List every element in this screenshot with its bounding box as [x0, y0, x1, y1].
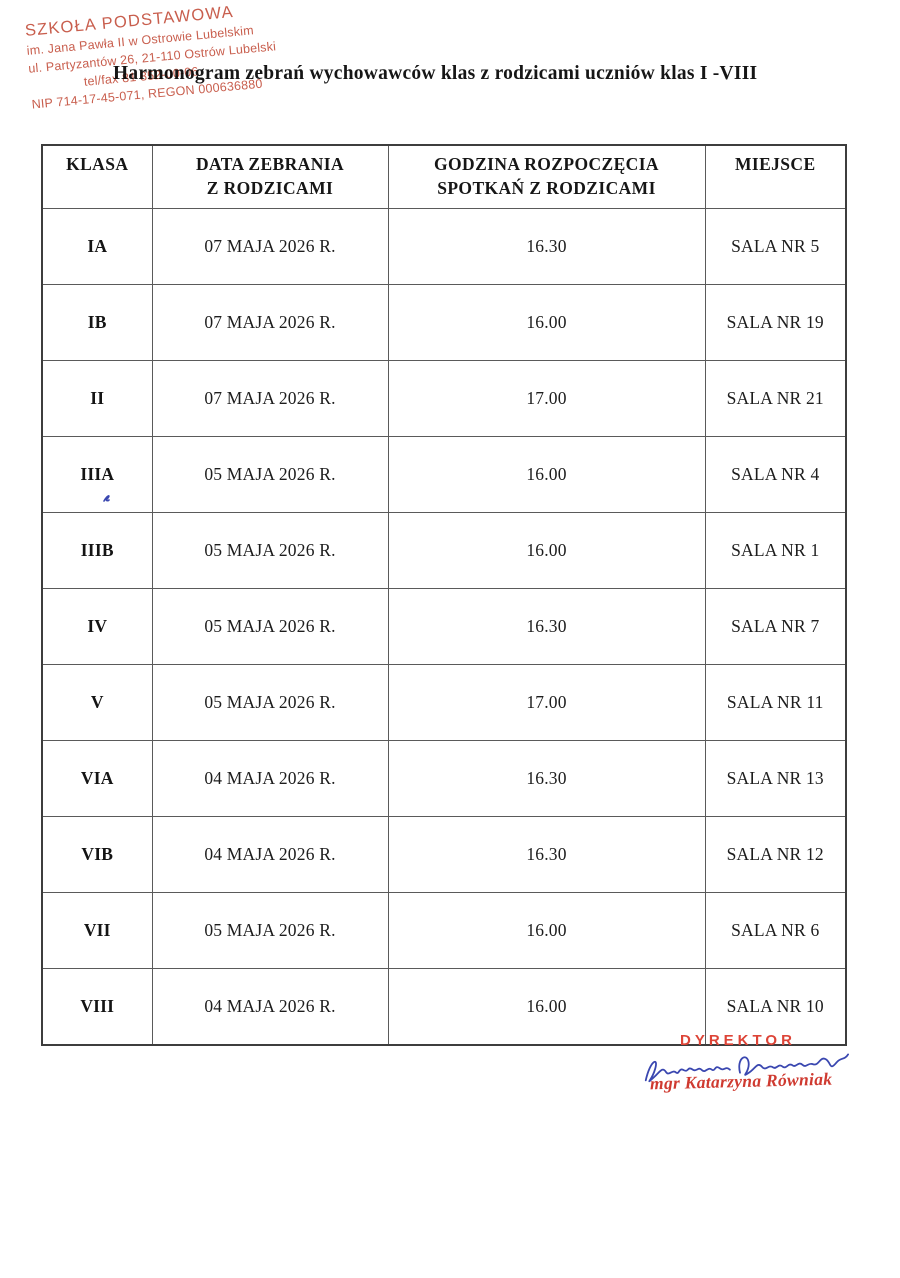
header-klasa: KLASA: [41, 144, 153, 210]
cell-godzina: 16.00: [387, 436, 706, 514]
cell-miejsce: SALA NR 1: [704, 512, 847, 590]
table-row: IA 07 MAJA 2026 R. 16.30 SALA NR 5: [41, 208, 847, 286]
stray-ink-mark-icon: [103, 495, 110, 502]
director-label: DYREKTOR: [680, 1032, 796, 1049]
header-line: DATA ZEBRANIA: [196, 154, 344, 174]
cell-miejsce: SALA NR 4: [704, 436, 847, 514]
cell-klasa: VII: [41, 892, 153, 970]
cell-klasa: V: [41, 664, 153, 742]
cell-godzina: 16.30: [387, 816, 706, 894]
header-line: MIEJSCE: [734, 154, 816, 174]
cell-godzina: 16.00: [387, 512, 706, 590]
cell-klasa: IB: [41, 284, 153, 362]
cell-data-zebrania: 05 MAJA 2026 R.: [151, 664, 389, 742]
table-row: VIII 04 MAJA 2026 R. 16.00 SALA NR 10: [41, 968, 847, 1046]
cell-godzina: 16.00: [387, 968, 706, 1046]
table-row: IB 07 MAJA 2026 R. 16.00 SALA NR 19: [41, 284, 847, 362]
cell-godzina: 16.30: [387, 740, 706, 818]
cell-miejsce: SALA NR 6: [704, 892, 847, 970]
table-row: IIIB 05 MAJA 2026 R. 16.00 SALA NR 1: [41, 512, 847, 590]
cell-miejsce: SALA NR 19: [704, 284, 847, 362]
cell-klasa: IIIA: [41, 436, 153, 514]
table-row: II 07 MAJA 2026 R. 17.00 SALA NR 21: [41, 360, 847, 438]
schedule-table-body: IA 07 MAJA 2026 R. 16.30 SALA NR 5 IB 07 MAJA…: [41, 208, 847, 1046]
cell-klasa: IIIB: [41, 512, 153, 590]
cell-miejsce: SALA NR 12: [704, 816, 847, 894]
header-godzina: GODZINA ROZPOCZĘCIA SPOTKAŃ Z RODZICAMI: [387, 144, 706, 210]
page-title: Harmonogram zebrań wychowawców klas z ro…: [113, 63, 758, 84]
table-row: VII 05 MAJA 2026 R. 16.00 SALA NR 6: [41, 892, 847, 970]
header-miejsce: MIEJSCE: [704, 144, 847, 210]
cell-data-zebrania: 05 MAJA 2026 R.: [151, 588, 389, 666]
table-row: V 05 MAJA 2026 R. 17.00 SALA NR 11: [41, 664, 847, 742]
cell-data-zebrania: 04 MAJA 2026 R.: [151, 740, 389, 818]
cell-godzina: 16.30: [387, 588, 706, 666]
header-line: KLASA: [66, 154, 129, 174]
cell-miejsce: SALA NR 21: [704, 360, 847, 438]
cell-data-zebrania: 05 MAJA 2026 R.: [151, 512, 389, 590]
cell-data-zebrania: 05 MAJA 2026 R.: [151, 436, 389, 514]
cell-data-zebrania: 04 MAJA 2026 R.: [151, 816, 389, 894]
table-row: IIIA 05 MAJA 2026 R. 16.00 SALA NR 4: [41, 436, 847, 514]
cell-godzina: 17.00: [387, 360, 706, 438]
cell-klasa: VIB: [41, 816, 153, 894]
header-data-zebrania: DATA ZEBRANIA Z RODZICAMI: [151, 144, 389, 210]
school-stamp: SZKOŁA PODSTAWOWA im. Jana Pawła II w Os…: [24, 0, 280, 114]
cell-klasa: VIII: [41, 968, 153, 1046]
cell-klasa: VIA: [41, 740, 153, 818]
cell-miejsce: SALA NR 11: [704, 664, 847, 742]
cell-data-zebrania: 07 MAJA 2026 R.: [151, 360, 389, 438]
cell-miejsce: SALA NR 5: [704, 208, 847, 286]
cell-godzina: 16.00: [387, 284, 706, 362]
cell-klasa: IV: [41, 588, 153, 666]
header-line: Z RODZICAMI: [206, 177, 334, 198]
table-header-row: KLASA DATA ZEBRANIA Z RODZICAMI GODZINA R…: [41, 144, 847, 210]
cell-klasa: IA: [41, 208, 153, 286]
header-line: GODZINA ROZPOCZĘCIA: [434, 154, 659, 174]
table-row: IV 05 MAJA 2026 R. 16.30 SALA NR 7: [41, 588, 847, 666]
table-row: VIA 04 MAJA 2026 R. 16.30 SALA NR 13: [41, 740, 847, 818]
cell-data-zebrania: 04 MAJA 2026 R.: [151, 968, 389, 1046]
cell-data-zebrania: 05 MAJA 2026 R.: [151, 892, 389, 970]
cell-miejsce: SALA NR 13: [704, 740, 847, 818]
schedule-table: KLASA DATA ZEBRANIA Z RODZICAMI GODZINA R…: [41, 144, 847, 1047]
header-line: SPOTKAŃ Z RODZICAMI: [437, 177, 656, 198]
cell-godzina: 16.00: [387, 892, 706, 970]
cell-miejsce: SALA NR 7: [704, 588, 847, 666]
cell-miejsce: SALA NR 10: [704, 968, 847, 1046]
cell-data-zebrania: 07 MAJA 2026 R.: [151, 284, 389, 362]
signature-ink-icon: [644, 1053, 849, 1083]
cell-klasa: II: [41, 360, 153, 438]
table-row: VIB 04 MAJA 2026 R. 16.30 SALA NR 12: [41, 816, 847, 894]
cell-data-zebrania: 07 MAJA 2026 R.: [151, 208, 389, 286]
cell-godzina: 17.00: [387, 664, 706, 742]
cell-godzina: 16.30: [387, 208, 706, 286]
